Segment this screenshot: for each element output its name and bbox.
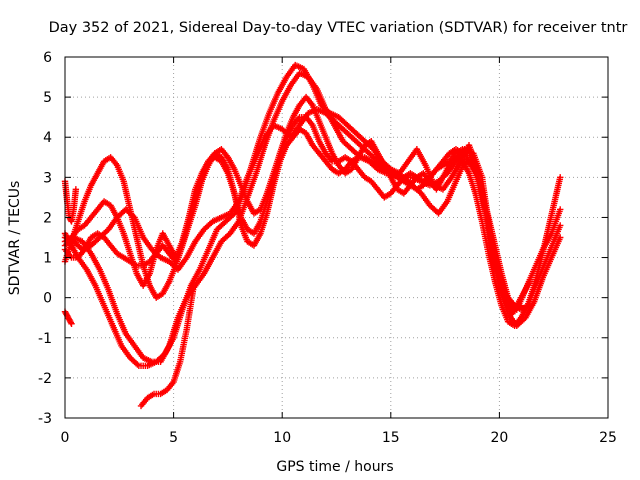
chart-title: Day 352 of 2021, Sidereal Day-to-day VTE… (49, 20, 628, 36)
data-point (557, 222, 564, 229)
x-tick-label: 15 (382, 430, 400, 446)
y-tick-label: 5 (43, 90, 52, 106)
axis-ticks: 0 5 10 15 20 25 -3 -2 -1 0 1 2 3 4 5 6 (38, 50, 617, 446)
y-tick-label: 3 (43, 170, 52, 186)
grid-lines (65, 57, 608, 418)
data-point (557, 206, 564, 213)
y-tick-label: 2 (43, 210, 52, 226)
y-tick-label: -1 (38, 331, 52, 347)
data-point (67, 319, 74, 326)
x-tick-label: 0 (61, 430, 70, 446)
series-track-7 (137, 286, 197, 410)
data-point (557, 174, 564, 181)
data-point (72, 186, 80, 193)
data-point (68, 320, 75, 327)
y-tick-label: 0 (43, 291, 52, 307)
y-tick-label: -3 (38, 411, 52, 427)
x-tick-label: 25 (599, 430, 617, 446)
x-tick-label: 20 (490, 430, 508, 446)
data-point (526, 278, 534, 285)
data-point (189, 286, 197, 293)
y-tick-label: 6 (43, 50, 52, 66)
y-tick-label: 4 (43, 130, 52, 146)
series-track-6 (61, 93, 564, 329)
x-axis-label: GPS time / hours (276, 459, 393, 475)
y-tick-label: -2 (38, 371, 52, 387)
y-axis-label: SDTVAR / TECUs (7, 181, 23, 296)
x-tick-label: 10 (273, 430, 291, 446)
y-tick-label: 1 (43, 251, 52, 267)
data-points (61, 61, 564, 410)
x-tick-label: 5 (169, 430, 178, 446)
series-track-8 (61, 308, 75, 327)
plot-frame (64, 56, 609, 419)
